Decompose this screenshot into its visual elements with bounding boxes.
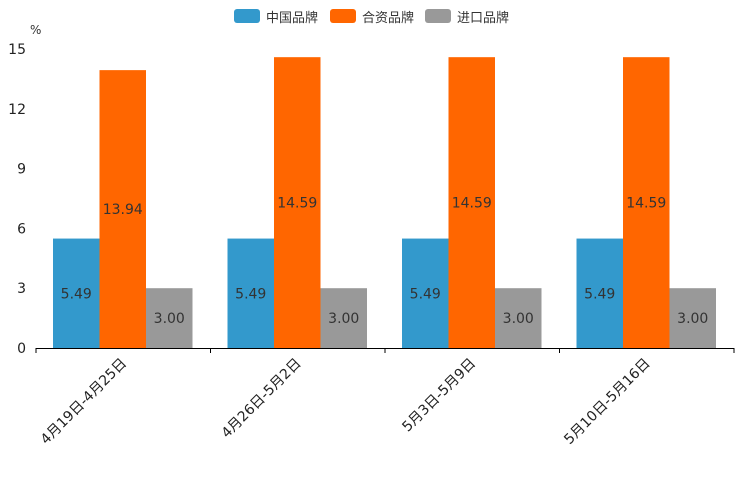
y-tick-label: 12	[8, 102, 26, 118]
x-tick-label: 5月3日-5月9日	[399, 356, 479, 436]
legend-label-china-brand: 中国品牌	[266, 10, 319, 26]
bar-import-brand	[495, 288, 542, 348]
bar-series-group: 5.49 13.94 3.00 5.49 14.59 3.00 5.49 14.59 3.00 5…	[53, 57, 716, 348]
y-tick-label: 15	[8, 42, 26, 58]
bar-data-label: 14.59	[277, 196, 317, 212]
bar-data-label: 13.94	[103, 202, 143, 218]
legend-label-jv-brand: 合资品牌	[362, 10, 415, 26]
x-tick-label: 4月26日-5月2日	[219, 356, 305, 442]
y-tick-label: 3	[17, 281, 26, 297]
bar-data-label: 3.00	[503, 311, 534, 327]
bar-import-brand	[320, 288, 367, 348]
bar-data-label: 5.49	[61, 286, 92, 302]
y-tick-label: 6	[17, 221, 26, 237]
bar-import-brand	[669, 288, 716, 348]
bar-data-label: 14.59	[452, 196, 492, 212]
x-tick-label: 4月19日-4月25日	[38, 356, 130, 448]
legend-swatch-import-brand	[425, 9, 451, 23]
x-tick-label: 5月10日-5月16日	[561, 356, 653, 448]
y-tick-label: 9	[17, 162, 26, 178]
bar-data-label: 3.00	[677, 311, 708, 327]
bar-china-brand	[402, 238, 449, 348]
bar-data-label: 3.00	[328, 311, 359, 327]
legend-item-jv-brand[interactable]: 合资品牌	[330, 8, 415, 26]
legend-item-import-brand[interactable]: 进口品牌	[425, 8, 510, 26]
legend-item-china-brand[interactable]: 中国品牌	[234, 8, 319, 26]
bar-data-label: 14.59	[626, 196, 666, 212]
legend-swatch-jv-brand	[330, 9, 356, 23]
bar-jv-brand	[623, 57, 670, 348]
legend-label-import-brand: 进口品牌	[457, 10, 510, 26]
legend-swatch-china-brand	[234, 9, 260, 23]
bar-data-label: 5.49	[410, 286, 441, 302]
bar-china-brand	[53, 238, 100, 348]
bar-data-label: 5.49	[584, 286, 615, 302]
x-axis: 4月19日-4月25日 4月26日-5月2日 5月3日-5月9日 5月10日-5月16…	[35, 348, 735, 448]
bar-china-brand	[576, 238, 623, 348]
y-axis: 0 3 6 9 12 15	[8, 42, 26, 357]
bar-jv-brand	[274, 57, 321, 348]
y-axis-unit: %	[30, 23, 41, 37]
bar-import-brand	[146, 288, 193, 348]
bar-data-label: 5.49	[235, 286, 266, 302]
bar-china-brand	[227, 238, 274, 348]
bar-data-label: 3.00	[154, 311, 185, 327]
bar-jv-brand	[448, 57, 495, 348]
y-tick-label: 0	[17, 341, 26, 357]
bar-jv-brand	[99, 70, 146, 348]
